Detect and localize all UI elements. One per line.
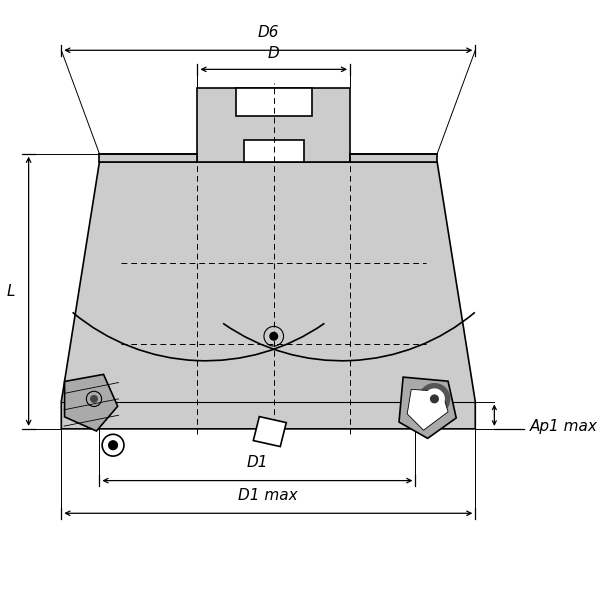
Polygon shape: [65, 374, 118, 431]
Polygon shape: [197, 88, 350, 162]
Polygon shape: [253, 416, 286, 446]
Polygon shape: [407, 389, 448, 430]
Text: L: L: [7, 284, 16, 299]
Text: D6: D6: [257, 25, 279, 40]
Polygon shape: [244, 140, 304, 162]
Text: D: D: [268, 46, 280, 61]
Text: Ap1 max: Ap1 max: [530, 419, 598, 434]
Circle shape: [91, 395, 97, 402]
Circle shape: [270, 332, 278, 340]
Circle shape: [419, 383, 449, 414]
Polygon shape: [100, 154, 197, 162]
Circle shape: [425, 389, 444, 409]
Polygon shape: [61, 162, 475, 429]
Polygon shape: [399, 377, 456, 439]
Circle shape: [431, 395, 438, 403]
Text: D1 max: D1 max: [238, 488, 298, 503]
Circle shape: [109, 441, 118, 449]
Polygon shape: [350, 154, 437, 162]
Text: D1: D1: [247, 455, 268, 470]
Polygon shape: [236, 88, 312, 116]
